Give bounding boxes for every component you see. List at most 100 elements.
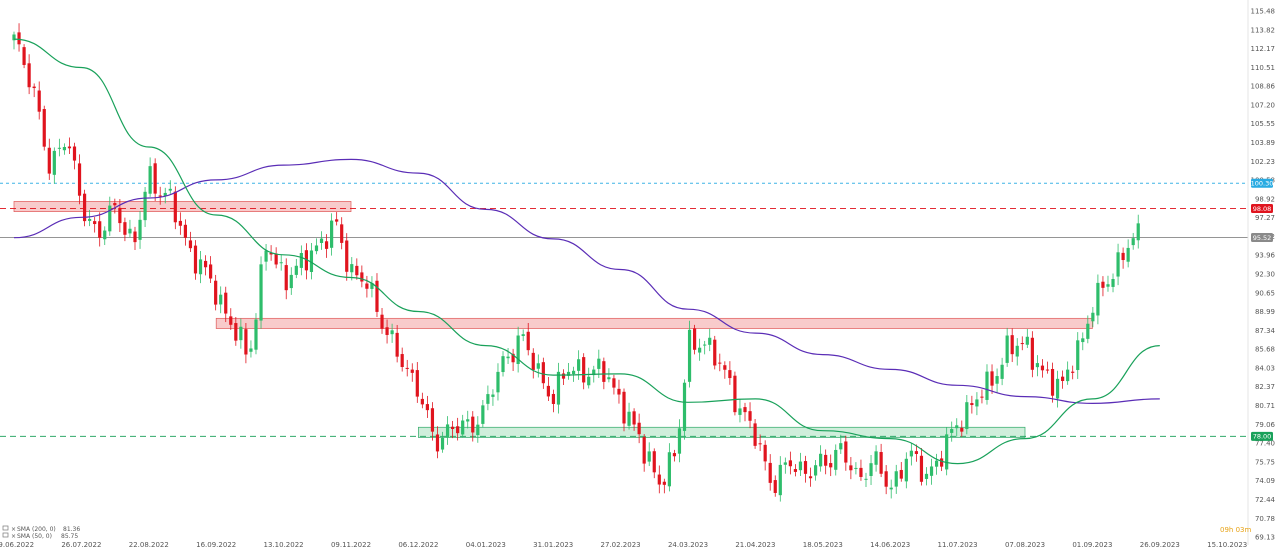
- candle-body: [808, 476, 813, 479]
- candle-body: [385, 327, 389, 335]
- candle-body: [703, 344, 707, 346]
- candle-body: [844, 441, 848, 463]
- candle-body: [380, 314, 384, 329]
- candle-body: [193, 245, 198, 274]
- candle-body: [829, 463, 833, 468]
- candle-body: [350, 264, 354, 273]
- candle-body: [1010, 335, 1014, 355]
- x-tick-label: 07.08.2023: [1005, 541, 1045, 549]
- candle-body: [284, 265, 288, 291]
- candle-body: [849, 465, 853, 471]
- candle-body: [1076, 340, 1080, 371]
- candle-body: [768, 462, 772, 483]
- x-tick-label: 26.07.2022: [61, 541, 101, 549]
- y-tick-label: 102.23: [1251, 158, 1276, 166]
- x-tick-label: 15.10.2023: [1207, 541, 1247, 549]
- candle-body: [824, 454, 828, 466]
- y-tick-label: 112.17: [1251, 45, 1276, 53]
- candle-body: [929, 466, 934, 476]
- candle-body: [12, 34, 16, 41]
- legend[interactable]: × SMA (200, 0) 81.36 × SMA (50, 0) 85.75: [2, 525, 80, 540]
- x-tick-label: 26.09.2023: [1140, 541, 1180, 549]
- y-tick-label: 77.40: [1255, 440, 1275, 448]
- legend-close-icon[interactable]: ×: [11, 533, 16, 540]
- candle-body: [627, 411, 631, 426]
- candle-body: [435, 434, 440, 452]
- candle-body: [77, 163, 82, 196]
- legend-settings-icon[interactable]: [2, 532, 9, 538]
- y-tick-label: 92.30: [1255, 271, 1275, 279]
- candle-body: [1015, 345, 1019, 357]
- legend-item-sma200[interactable]: × SMA (200, 0) 81.36: [2, 525, 80, 533]
- candle-body: [229, 316, 233, 325]
- x-tick-label: 04.01.2023: [466, 541, 506, 549]
- candle-body: [950, 429, 954, 433]
- y-tick-label: 72.44: [1255, 496, 1276, 504]
- candle-body: [148, 166, 152, 194]
- candle-body: [345, 240, 349, 272]
- y-tick-label: 90.65: [1255, 289, 1275, 297]
- candle-body: [763, 444, 767, 462]
- candle-body: [687, 329, 692, 382]
- candle-body: [813, 465, 818, 476]
- candle-body: [733, 375, 737, 413]
- legend-close-icon[interactable]: ×: [11, 526, 16, 533]
- y-tick-label: 74.09: [1255, 477, 1275, 485]
- legend-value-sma200: 81.36: [63, 526, 80, 533]
- candle-body: [612, 378, 616, 388]
- candle-body: [1116, 252, 1120, 277]
- candle-body: [390, 330, 394, 335]
- candle-body: [516, 335, 520, 365]
- candle-body: [133, 231, 137, 243]
- candle-body: [219, 294, 223, 305]
- candle-body: [672, 453, 677, 457]
- candle-body: [103, 230, 107, 240]
- y-axis-ticks[interactable]: 115.48 113.82 112.17 110.51 108.86 107.20 105.…: [1251, 8, 1276, 542]
- candle-body: [677, 428, 682, 454]
- x-tick-label: 27.02.2023: [601, 541, 641, 549]
- candle-body: [294, 265, 298, 275]
- candle-body: [274, 253, 278, 265]
- candle-body: [899, 469, 903, 479]
- candle-body: [143, 191, 147, 221]
- x-tick-label: 16.09.2022: [196, 541, 236, 549]
- candle-body: [1055, 378, 1060, 399]
- candle-body: [642, 437, 646, 464]
- candle-body: [1000, 364, 1004, 379]
- price-badge-label: 95.52: [1253, 234, 1272, 242]
- x-axis-ticks[interactable]: 29.06.2022 26.07.2022 22.08.2022 16.09.2022…: [0, 541, 1247, 549]
- candle-body: [289, 274, 293, 289]
- candle-body: [375, 280, 379, 312]
- candle-body: [183, 224, 188, 238]
- candle-body: [330, 220, 334, 248]
- legend-item-sma50[interactable]: × SMA (50, 0) 85.75: [2, 532, 78, 540]
- candle-body: [904, 458, 908, 482]
- candle-body: [88, 218, 92, 221]
- candle-body: [264, 250, 268, 262]
- y-tick-label: 108.86: [1251, 83, 1276, 91]
- candle-body: [1050, 368, 1055, 396]
- candle-body: [153, 163, 157, 194]
- y-tick-label: 80.71: [1255, 402, 1275, 410]
- candle-body: [1061, 376, 1065, 382]
- candle-body: [622, 391, 626, 424]
- candle-body: [940, 458, 944, 467]
- y-tick-label: 85.68: [1255, 346, 1275, 354]
- candle-body: [597, 358, 601, 369]
- candle-body: [67, 146, 72, 149]
- candle-body: [511, 353, 515, 363]
- x-tick-label: 21.04.2023: [735, 541, 775, 549]
- candle-body: [965, 402, 969, 430]
- legend-settings-icon[interactable]: [2, 525, 9, 531]
- candle-body: [360, 272, 364, 282]
- candle-body: [445, 424, 450, 438]
- candle-body: [62, 146, 67, 151]
- candle-body: [1126, 247, 1130, 262]
- price-badge: [1251, 203, 1273, 213]
- candle-body: [461, 420, 465, 435]
- candle-body: [854, 467, 858, 469]
- candle-body: [662, 481, 666, 485]
- price-badge-label: 78.00: [1253, 433, 1272, 441]
- candle-body: [163, 192, 167, 196]
